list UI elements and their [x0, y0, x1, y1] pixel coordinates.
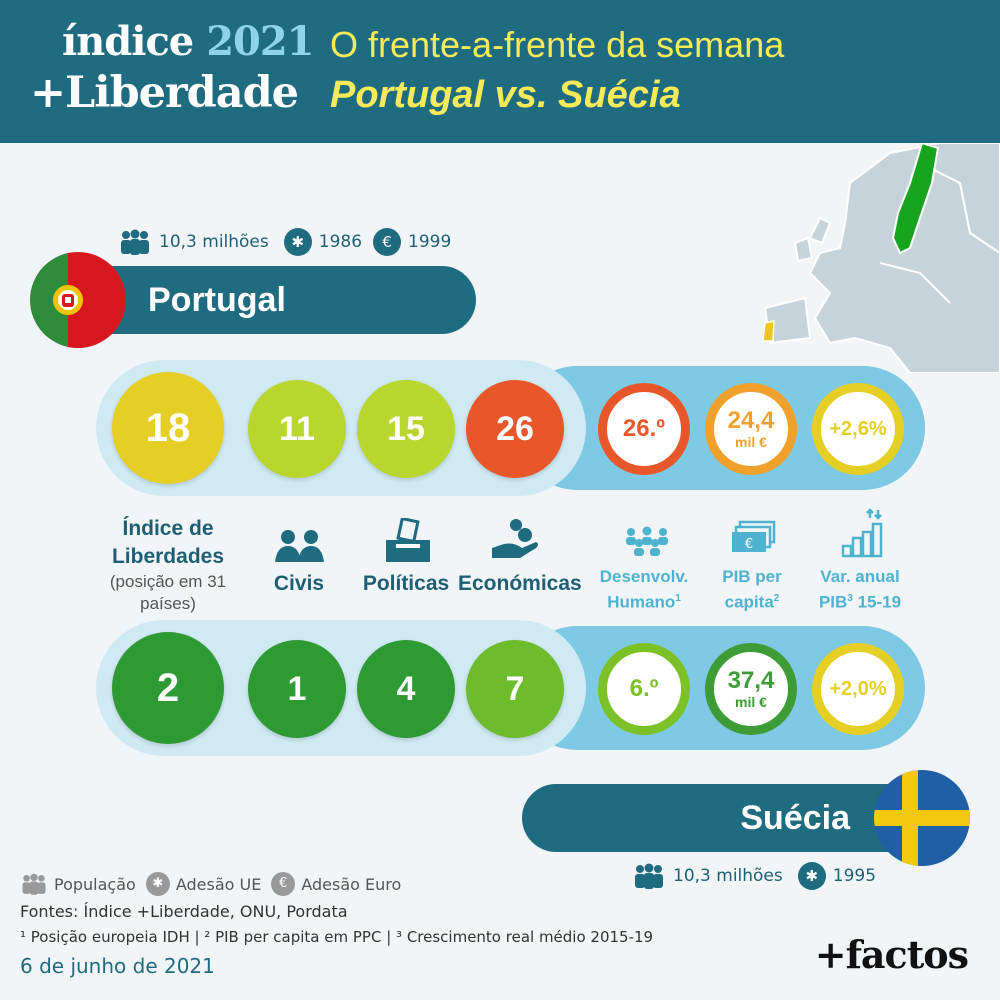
brand-logo-bottom: +Liberdade: [30, 68, 299, 118]
label-politicas: Políticas: [362, 572, 450, 595]
civis-icon: [275, 530, 324, 562]
label-economicas: Económicas: [458, 572, 582, 595]
portugal-civis-circle: 11: [248, 380, 346, 478]
portugal-indice-circle: 18: [112, 372, 224, 484]
label-idh: Desenvolv. Humano1: [599, 567, 689, 612]
footer-notes: ¹ Posição europeia IDH | ² PIB per capit…: [20, 928, 654, 946]
portugal-politicas-circle: 15: [357, 380, 455, 478]
suecia-indice-circle: 2: [112, 632, 224, 744]
portugal-stats: 10,3 milhões ✱ 1986 € 1999: [118, 228, 451, 256]
people-icon: [22, 873, 46, 895]
suecia-civis-circle: 1: [248, 640, 346, 738]
header-title: O frente-a-frente da semana: [330, 24, 785, 65]
header-banner: índice 2021 +Liberdade O frente-a-frente…: [0, 0, 1000, 143]
suecia-stats: 10,3 milhões ✱ 1995: [632, 862, 876, 890]
factos-logo: +factos: [814, 932, 969, 977]
label-var: Var. anual PIB3 15-19: [818, 567, 902, 612]
label-pib: PIB per capita2: [722, 567, 782, 612]
bar-chart-icon: [841, 508, 883, 558]
label-civis: Civis: [273, 572, 325, 595]
label-indice: Índice de Liberdades (posição em 31 país…: [109, 517, 227, 613]
banknote-icon: €: [732, 520, 776, 552]
coin-hand-icon: [492, 519, 538, 558]
brand-logo-top: índice 2021: [62, 18, 315, 65]
people-icon: [635, 863, 663, 889]
portugal-name: Portugal: [148, 281, 286, 319]
suecia-economicas-circle: 7: [466, 640, 564, 738]
portugal-economicas-circle: 26: [466, 380, 564, 478]
suecia-name-pill: Suécia: [522, 784, 920, 852]
europe-map-icon: [762, 143, 1000, 373]
people-icon: [121, 229, 149, 255]
eu-stars-icon: ✱: [283, 228, 312, 256]
svg-text:€: €: [745, 537, 753, 552]
portugal-pib-ring: 24,4 mil €: [705, 383, 797, 475]
suecia-pib-ring: 37,4 mil €: [705, 643, 797, 735]
portugal-idh-ring: 26.º: [598, 383, 690, 475]
portugal-eu-year: 1986: [318, 232, 363, 252]
eu-stars-icon: ✱: [145, 872, 170, 896]
ballot-box-icon: [386, 518, 430, 562]
footer-legend: População ✱ Adesão UE € Adesão Euro: [20, 872, 401, 896]
suecia-politicas-circle: 4: [357, 640, 455, 738]
suecia-name: Suécia: [740, 799, 850, 837]
euro-icon: €: [271, 872, 296, 896]
portugal-euro-year: 1999: [408, 232, 452, 252]
euro-icon: €: [373, 228, 402, 256]
portugal-population: 10,3 milhões: [159, 232, 269, 252]
portugal-flag-icon: [30, 252, 126, 348]
suecia-var-ring: +2,0%: [812, 643, 904, 735]
footer-sources: Fontes: Índice +Liberdade, ONU, Pordata: [20, 902, 348, 921]
eu-stars-icon: ✱: [797, 862, 826, 890]
crowd-icon: [626, 526, 668, 556]
suecia-population: 10,3 milhões: [673, 866, 783, 886]
suecia-idh-ring: 6.º: [598, 643, 690, 735]
header-subtitle: Portugal vs. Suécia: [330, 74, 681, 116]
suecia-eu-year: 1995: [832, 866, 877, 886]
sweden-flag-icon: [874, 770, 970, 866]
portugal-name-pill: Portugal: [70, 266, 476, 334]
footer-date: 6 de junho de 2021: [20, 954, 215, 978]
portugal-var-ring: +2,6%: [812, 383, 904, 475]
